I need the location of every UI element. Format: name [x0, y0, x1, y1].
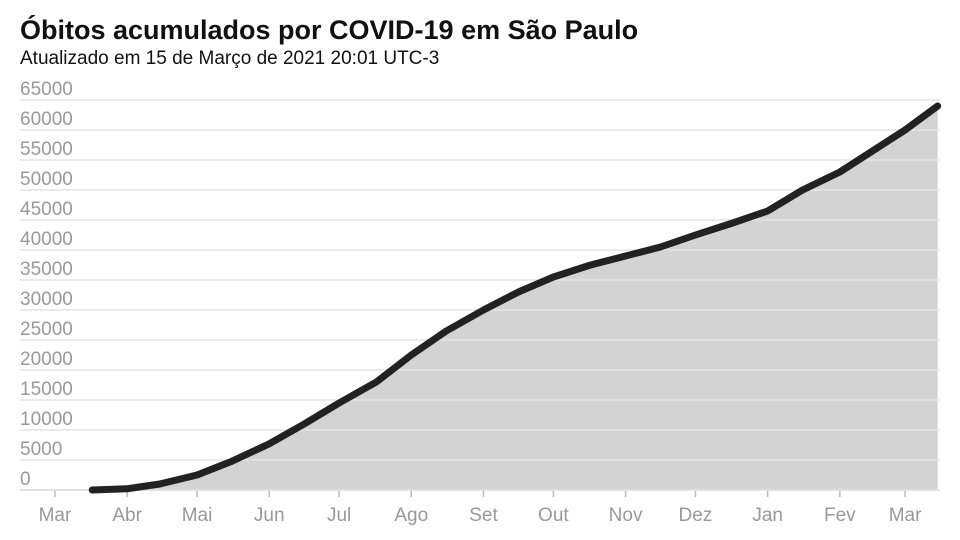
y-tick-label: 35000 — [20, 259, 73, 280]
x-tick-label: Jun — [254, 505, 285, 526]
x-tick-label: Ago — [394, 505, 428, 526]
y-tick-label: 30000 — [20, 289, 73, 310]
y-tick-label: 45000 — [20, 199, 73, 220]
chart-title: Óbitos acumulados por COVID-19 em São Pa… — [20, 14, 638, 45]
y-tick-label: 65000 — [20, 79, 73, 100]
x-tick-label: Abr — [112, 505, 142, 526]
chart-subtitle: Atualizado em 15 de Março de 2021 20:01 … — [20, 48, 439, 69]
x-tick-label: Nov — [609, 505, 643, 526]
x-tick-label: Dez — [679, 505, 713, 526]
y-tick-label: 15000 — [20, 379, 73, 400]
x-tick-label: Mar — [39, 505, 72, 526]
y-tick-label: 25000 — [20, 319, 73, 340]
y-tick-label: 10000 — [20, 409, 73, 430]
x-tick-label: Jul — [327, 505, 351, 526]
area — [92, 106, 938, 490]
x-tick-label: Jan — [752, 505, 783, 526]
x-tick-label: Set — [469, 505, 498, 526]
y-tick-label: 40000 — [20, 229, 73, 250]
line — [88, 102, 942, 494]
y-tick-label: 0 — [20, 469, 31, 490]
y-tick-label: 55000 — [20, 139, 73, 160]
x-tick-label: Mar — [889, 505, 922, 526]
x-tick-label: Fev — [824, 505, 856, 526]
x-tick-label: Out — [538, 505, 569, 526]
y-tick-label: 50000 — [20, 169, 73, 190]
x-tick-label: Mai — [182, 505, 213, 526]
y-tick-label: 60000 — [20, 109, 73, 130]
y-tick-label: 5000 — [20, 439, 62, 460]
y-tick-label: 20000 — [20, 349, 73, 370]
